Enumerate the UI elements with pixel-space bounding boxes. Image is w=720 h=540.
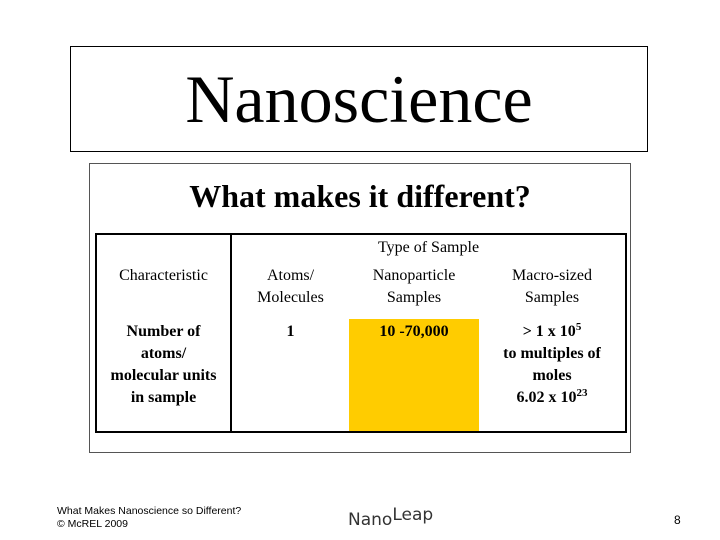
atoms-header-line2: Molecules <box>257 289 324 306</box>
footer-line1: What Makes Nanoscience so Different? <box>57 505 242 517</box>
atoms-value-cell: 1 <box>231 319 349 433</box>
column-header-row: Characteristic Atoms/ Molecules Nanopart… <box>95 261 628 319</box>
row-label-line: molecular units <box>110 367 217 384</box>
atoms-header: Atoms/ Molecules <box>231 261 349 319</box>
macro-value-base: > 1 x 10 <box>522 323 576 340</box>
footer-credit: What Makes Nanoscience so Different? © M… <box>57 505 241 531</box>
sample-table: Type of Sample Characteristic Atoms/ Mol… <box>95 233 628 433</box>
avogadro-exponent: 23 <box>576 387 588 399</box>
nanoleap-logo: NanoLeap <box>348 505 433 530</box>
slide-subtitle: What makes it different? <box>189 178 531 214</box>
row-label-line: atoms/ <box>140 345 187 362</box>
avogadro-base: 6.02 x 10 <box>516 389 577 406</box>
macro-value-exponent: 5 <box>575 321 582 333</box>
content-box: What makes it different? Type of Sample … <box>89 163 631 453</box>
characteristic-header: Characteristic <box>95 261 232 319</box>
table-row: Number of atoms/ molecular units in samp… <box>95 319 628 433</box>
macro-value-cell: > 1 x 105 to multiples of moles 6.02 x 1… <box>479 319 628 433</box>
atoms-value: 1 <box>286 323 295 340</box>
empty-header-cell <box>95 233 232 261</box>
logo-leap: Leap <box>392 505 434 525</box>
nano-header: Nanoparticle Samples <box>349 261 479 319</box>
nano-header-line2: Samples <box>386 289 442 306</box>
macro-header-line1: Macro-sized <box>512 267 592 284</box>
macro-value-line4: 6.02 x 1023 <box>481 387 623 409</box>
macro-value-line3: moles <box>532 367 572 384</box>
group-header-row: Type of Sample <box>95 233 628 261</box>
page-number: 8 <box>674 513 681 527</box>
footer-line2: © McREL 2009 <box>57 518 128 530</box>
slide-title: Nanoscience <box>185 61 533 137</box>
atoms-header-line1: Atoms/ <box>266 267 315 284</box>
characteristic-label: Characteristic <box>119 267 208 284</box>
macro-value-line2: to multiples of <box>503 345 601 362</box>
title-box: Nanoscience <box>70 46 648 152</box>
nano-value-cell: 10 -70,000 <box>349 319 479 433</box>
logo-nano: Nano <box>348 510 393 530</box>
type-of-sample-header: Type of Sample <box>231 233 628 261</box>
nano-header-line1: Nanoparticle <box>372 267 456 284</box>
row-label-cell: Number of atoms/ molecular units in samp… <box>95 319 232 433</box>
row-label-line: Number of <box>126 323 201 340</box>
nano-value: 10 -70,000 <box>379 323 449 340</box>
row-label-line: in sample <box>130 389 197 406</box>
macro-header-line2: Samples <box>524 289 580 306</box>
macro-value-line1: > 1 x 105 <box>481 321 623 343</box>
macro-header: Macro-sized Samples <box>479 261 628 319</box>
